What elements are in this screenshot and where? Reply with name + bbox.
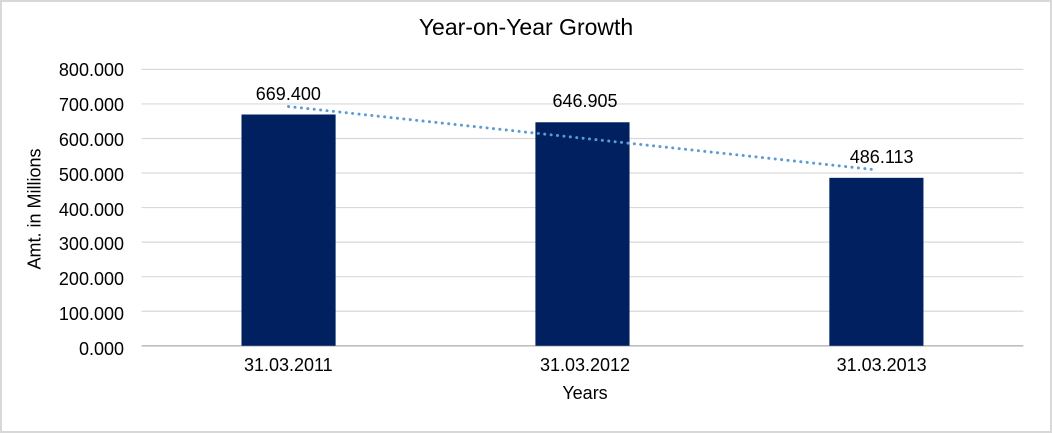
- bar-value-label: 486.113: [849, 147, 914, 168]
- y-tick-label: 800.000: [58, 60, 124, 80]
- x-tick-label: 31.03.2011: [243, 355, 333, 375]
- y-tick-label: 700.000: [58, 94, 124, 115]
- y-tick-label: 0.000: [78, 339, 124, 359]
- y-tick-label: 500.000: [58, 164, 124, 185]
- bar-value-label: 646.905: [552, 91, 618, 112]
- bar: [241, 114, 336, 346]
- trendline: [287, 105, 878, 172]
- chart-title: Year-on-Year Growth: [418, 14, 634, 40]
- y-tick-label: 600.000: [58, 129, 124, 150]
- x-tick-label: 31.03.2012: [539, 355, 631, 375]
- bar-value-label: 669.400: [255, 83, 321, 104]
- y-tick-label: 100.000: [58, 304, 124, 325]
- y-tick-label: 300.000: [58, 234, 124, 255]
- y-tick-label: 400.000: [58, 199, 124, 220]
- bar: [829, 177, 924, 346]
- bar: [535, 122, 630, 346]
- y-tick-label: 200.000: [58, 269, 124, 290]
- x-tick-label: 31.03.2013: [836, 355, 927, 375]
- x-axis-title: Years: [562, 383, 608, 403]
